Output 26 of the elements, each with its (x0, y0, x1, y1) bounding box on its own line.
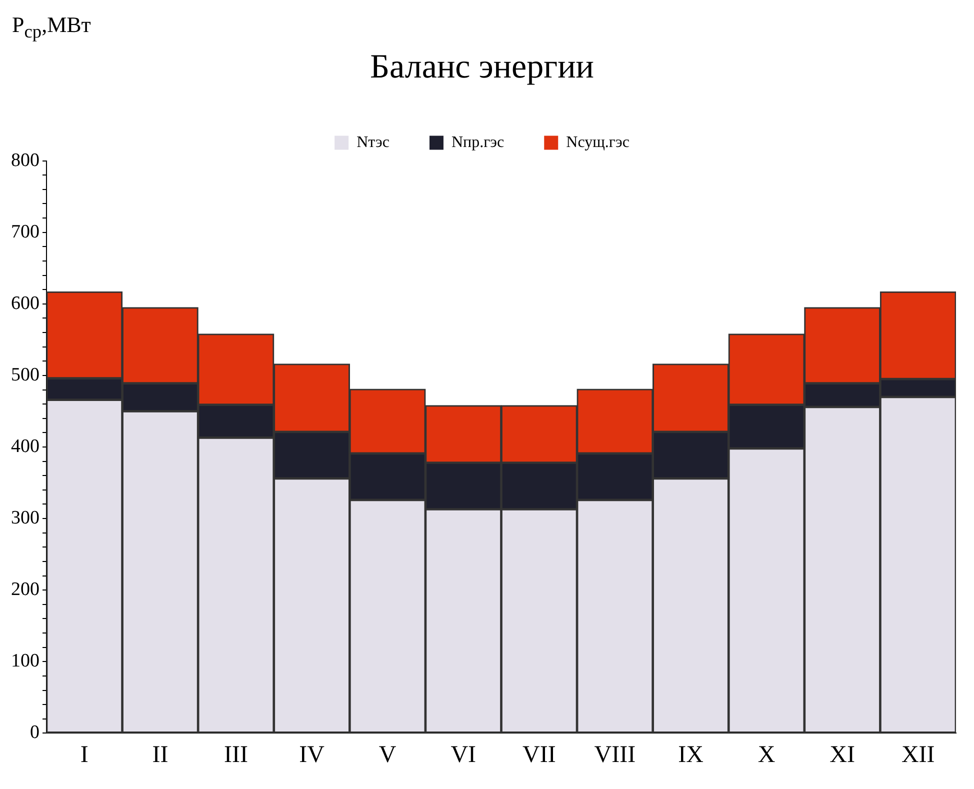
y-tick-label: 200 (11, 579, 40, 600)
legend-label: Nтэс (356, 134, 390, 152)
x-tick-label: VII (522, 742, 556, 768)
y-tick-label: 800 (11, 150, 40, 171)
x-tick-label: I (80, 742, 88, 768)
x-tick-label: III (224, 742, 248, 768)
chart-title: Баланс энергии (370, 48, 594, 86)
y-tick-label: 700 (11, 221, 40, 242)
x-tick-label: IV (299, 742, 326, 768)
x-tick-label: XII (901, 742, 935, 768)
y-tick-label: 100 (11, 650, 40, 672)
y-tick-label: 0 (30, 722, 40, 744)
y-axis-title: P$_{ср}$,МВт (12, 12, 91, 42)
x-tick-label: X (758, 742, 776, 768)
legend-label: Nпр.гэс (451, 134, 504, 152)
y-tick-label: 600 (11, 292, 40, 314)
y-tick-label: 500 (11, 364, 40, 386)
y-tick-label: 400 (11, 436, 40, 457)
x-tick-label: VIII (594, 742, 636, 768)
x-tick-label: IX (678, 742, 704, 768)
x-tick-label: V (378, 742, 397, 768)
x-tick-label: XI (830, 742, 855, 768)
y-tick-label: 300 (11, 508, 40, 529)
legend-label: Nсущ.гэс (566, 134, 630, 152)
x-tick-label: II (152, 742, 168, 768)
x-tick-label: VI (450, 742, 476, 768)
